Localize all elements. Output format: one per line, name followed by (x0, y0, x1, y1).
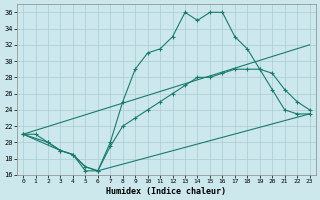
X-axis label: Humidex (Indice chaleur): Humidex (Indice chaleur) (106, 187, 226, 196)
